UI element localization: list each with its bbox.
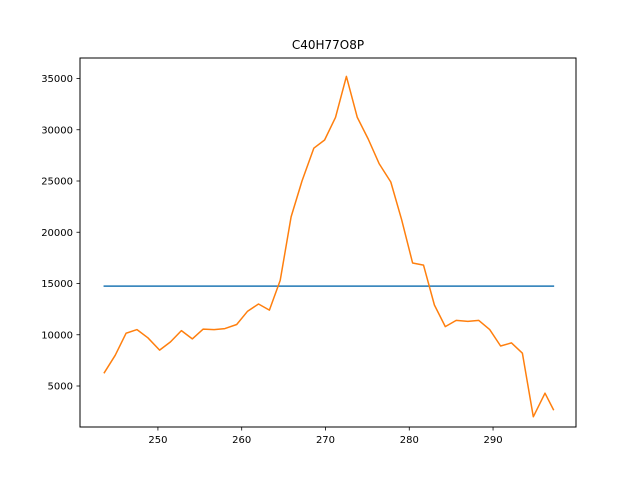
y-tick-label: 35000: [41, 74, 73, 85]
x-tick-label: 260: [232, 435, 251, 446]
series-line-2: [103, 75, 555, 418]
y-tick-label: 30000: [41, 125, 73, 136]
x-axis: 250 260 270 280 290: [148, 427, 503, 446]
y-tick-label: 15000: [41, 279, 73, 290]
y-tick-label: 20000: [41, 228, 73, 239]
x-tick-label: 270: [316, 435, 335, 446]
y-tick-label: 10000: [41, 330, 73, 341]
x-tick-label: 280: [400, 435, 419, 446]
x-tick-label: 250: [148, 435, 167, 446]
y-tick-label: 5000: [48, 382, 73, 393]
series-layer: [103, 75, 555, 418]
y-axis: 5000 10000 15000 20000 25000 30000 35000: [41, 74, 80, 393]
chart-title: C40H77O8P: [292, 38, 364, 52]
x-tick-label: 290: [484, 435, 503, 446]
y-tick-label: 25000: [41, 177, 73, 188]
plot-frame: [79, 57, 577, 428]
